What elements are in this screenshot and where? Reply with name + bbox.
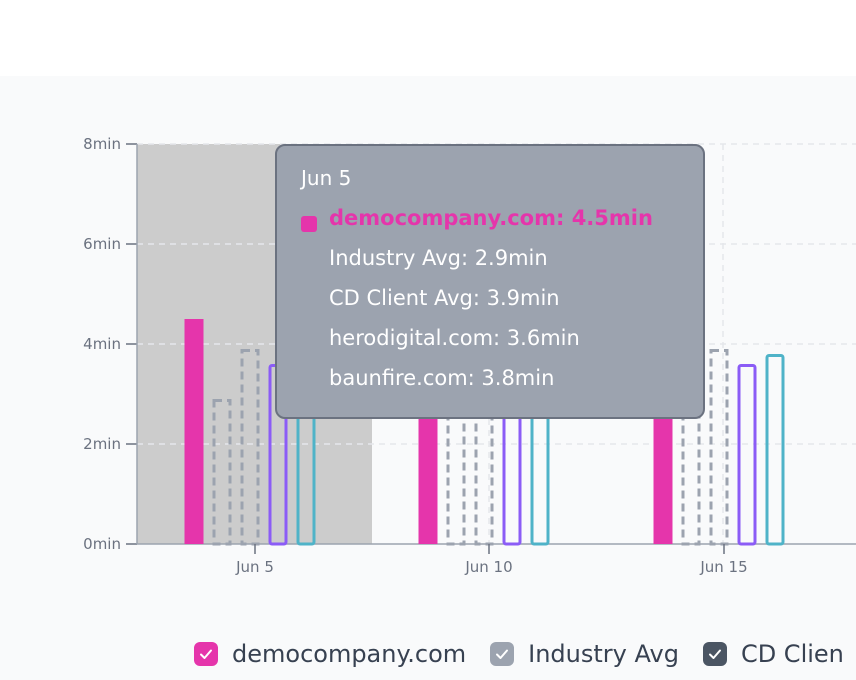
legend-label-cd-client-avg: CD Clien bbox=[740, 640, 844, 668]
y-tick-label: 8min bbox=[83, 135, 121, 153]
check-icon bbox=[200, 649, 212, 659]
bar-industry-avg-jun-15 bbox=[681, 399, 701, 546]
x-tick-label: Jun 10 bbox=[464, 558, 512, 576]
bar-baunfire-com-jun-15 bbox=[765, 354, 785, 546]
chart-tooltip: Jun 5 democompany.com: 4.5min Industry A… bbox=[275, 144, 705, 419]
check-icon bbox=[496, 649, 509, 659]
bar-industry-avg-jun-5 bbox=[212, 399, 232, 546]
legend-item-industry-avg[interactable]: Industry Avg bbox=[490, 640, 679, 668]
legend-checkbox-cd-client-avg[interactable] bbox=[702, 642, 727, 666]
tooltip-row-baunfire: baunfire.com: 3.8min bbox=[329, 366, 555, 390]
tooltip-row-herodigital: herodigital.com: 3.6min bbox=[329, 326, 580, 350]
chart-legend: democompany.com Industry Avg CD Clien bbox=[194, 636, 856, 672]
x-tick-label: Jun 15 bbox=[699, 558, 747, 576]
bar-cd-client-avg-jun-5 bbox=[240, 349, 260, 546]
bar-industry-avg-jun-10 bbox=[446, 399, 466, 546]
x-tick-label: Jun 5 bbox=[235, 558, 274, 576]
legend-label-democompany: democompany.com bbox=[232, 640, 467, 668]
y-tick-label: 4min bbox=[83, 335, 121, 353]
y-tick-label: 0min bbox=[83, 535, 121, 553]
tooltip-row-democompany: democompany.com: 4.5min bbox=[329, 206, 653, 230]
tooltip-row-industry-avg: Industry Avg: 2.9min bbox=[329, 246, 548, 270]
legend-checkbox-democompany[interactable] bbox=[194, 642, 218, 666]
bar-cd-client-avg-jun-15 bbox=[709, 349, 729, 546]
bar-democompany-com-jun-5 bbox=[184, 319, 204, 544]
y-tick-label: 2min bbox=[83, 435, 121, 453]
tooltip-title: Jun 5 bbox=[301, 166, 352, 190]
tooltip-swatch bbox=[301, 216, 317, 232]
legend-label-industry-avg: Industry Avg bbox=[528, 640, 679, 668]
legend-checkbox-industry-avg[interactable] bbox=[490, 642, 515, 666]
bar-herodigital-com-jun-15 bbox=[737, 364, 757, 546]
check-icon bbox=[708, 649, 721, 659]
legend-item-democompany[interactable]: democompany.com bbox=[194, 640, 466, 668]
tooltip-row-cd-client-avg: CD Client Avg: 3.9min bbox=[329, 286, 560, 310]
y-tick-label: 6min bbox=[83, 235, 121, 253]
legend-item-cd-client-avg[interactable]: CD Clien bbox=[702, 640, 844, 668]
